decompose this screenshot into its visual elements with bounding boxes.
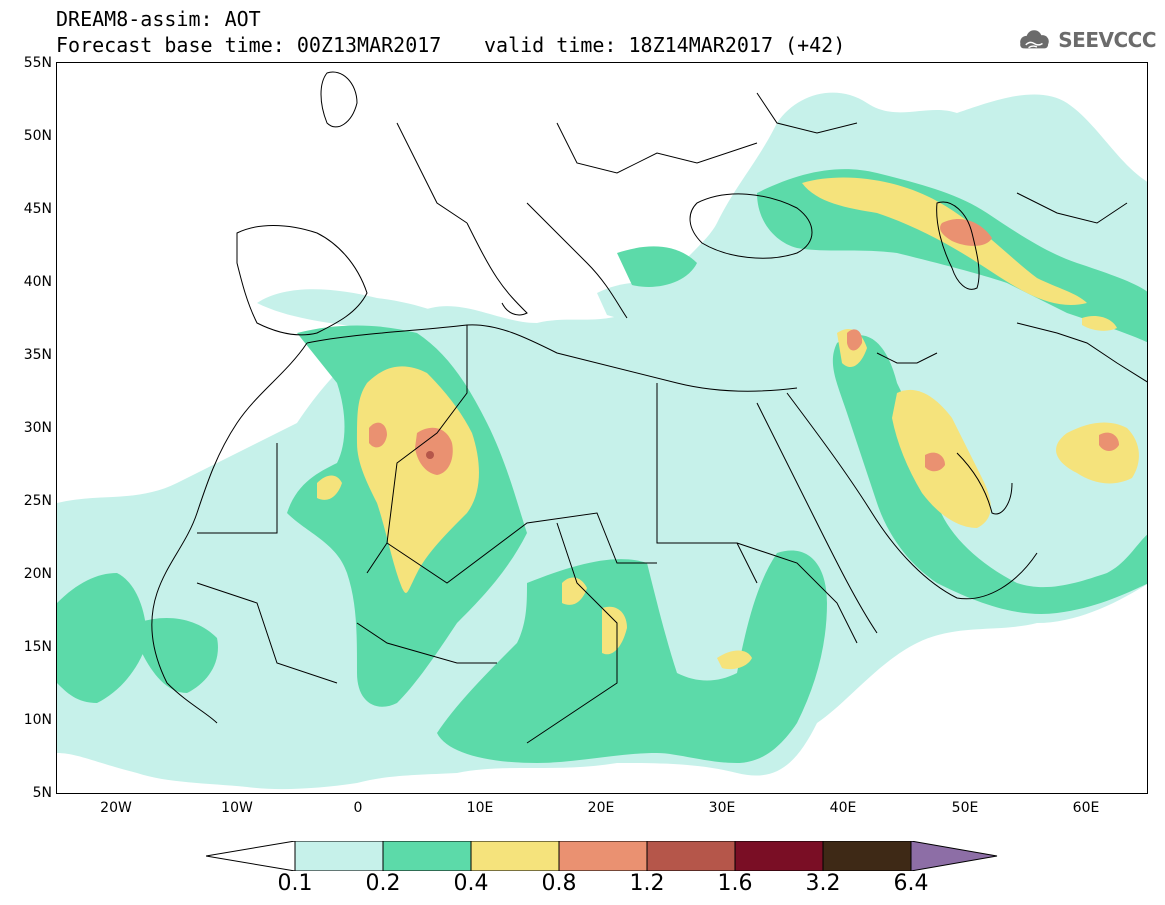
lon-label-40e: 40E bbox=[829, 800, 857, 816]
lon-label-10w: 10W bbox=[221, 800, 253, 816]
colorbar-swatch-0.1-0.2 bbox=[294, 841, 384, 871]
lat-label-35n: 35N bbox=[23, 347, 52, 363]
lat-label-5n: 5N bbox=[32, 785, 52, 801]
aot-colorbar bbox=[206, 841, 998, 871]
lon-label-50e: 50E bbox=[951, 800, 979, 816]
colorbar-swatch-0.4-0.8 bbox=[470, 841, 560, 871]
colorbar-low-arrow bbox=[206, 841, 296, 871]
colorbar-swatch-3.2-6.4 bbox=[822, 841, 912, 871]
colorbar-label-1.6: 1.6 bbox=[717, 871, 753, 896]
lon-label-60e: 60E bbox=[1072, 800, 1100, 816]
map-frame bbox=[56, 62, 1148, 794]
colorbar-label-6.4: 6.4 bbox=[893, 871, 929, 896]
aot-band-0.8-1.2 bbox=[369, 218, 1119, 475]
seevccc-logo: SEEVCCC bbox=[1016, 22, 1156, 58]
colorbar-label-0.8: 0.8 bbox=[541, 871, 577, 896]
lat-label-15n: 15N bbox=[23, 639, 52, 655]
lat-label-30n: 30N bbox=[23, 420, 52, 436]
lat-label-55n: 55N bbox=[23, 55, 52, 71]
colorbar-swatch-0.2-0.4 bbox=[382, 841, 472, 871]
colorbar-label-0.4: 0.4 bbox=[453, 871, 489, 896]
lat-label-40n: 40N bbox=[23, 274, 52, 290]
cloud-icon bbox=[1020, 30, 1049, 49]
lat-label-50n: 50N bbox=[23, 128, 52, 144]
logo-text: SEEVCCC bbox=[1058, 28, 1156, 52]
lat-label-10n: 10N bbox=[23, 712, 52, 728]
colorbar-swatch-0.8-1.2 bbox=[558, 841, 648, 871]
lon-label-20e: 20E bbox=[587, 800, 615, 816]
map-title: DREAM8-assim: AOT bbox=[56, 7, 261, 31]
lat-label-45n: 45N bbox=[23, 201, 52, 217]
lon-label-10e: 10E bbox=[466, 800, 494, 816]
lon-label-20w: 20W bbox=[100, 800, 132, 816]
aot-band-1.2-1.6 bbox=[426, 451, 434, 459]
forecast-base-time: Forecast base time: 00Z13MAR2017 bbox=[56, 33, 442, 57]
colorbar-label-1.2: 1.2 bbox=[629, 871, 665, 896]
lat-label-25n: 25N bbox=[23, 493, 52, 509]
colorbar-swatch-1.6-3.2 bbox=[734, 841, 824, 871]
coastlines-borders bbox=[151, 71, 1147, 744]
colorbar-high-arrow bbox=[910, 841, 998, 871]
lon-label-0: 0 bbox=[353, 800, 363, 816]
colorbar-label-0.1: 0.1 bbox=[277, 871, 313, 896]
colorbar-label-0.2: 0.2 bbox=[365, 871, 401, 896]
valid-time: valid time: 18Z14MAR2017 (+42) bbox=[484, 33, 846, 57]
aot-map bbox=[57, 71, 1147, 790]
colorbar-swatch-1.2-1.6 bbox=[646, 841, 736, 871]
lon-label-30e: 30E bbox=[708, 800, 736, 816]
colorbar-label-3.2: 3.2 bbox=[805, 871, 841, 896]
lat-label-20n: 20N bbox=[23, 566, 52, 582]
aot-band-0.4-0.8 bbox=[317, 177, 1139, 670]
